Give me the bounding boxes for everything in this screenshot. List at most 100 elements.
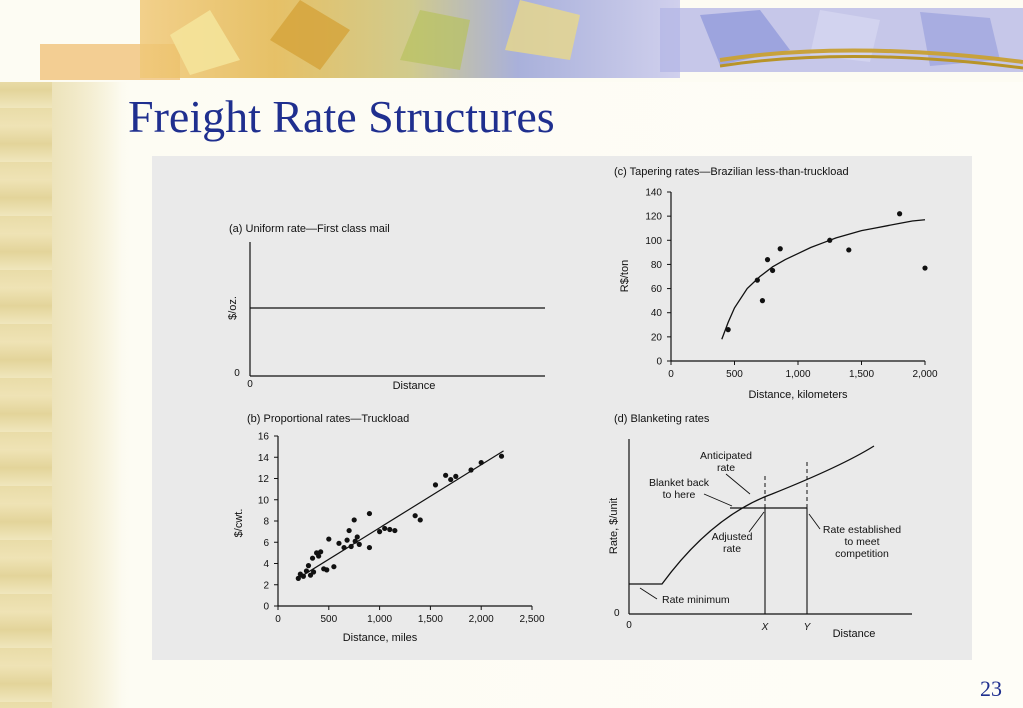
chart-d-arrow-minimum — [639, 587, 658, 600]
figure-panel: (a) Uniform rate—First class mail 0 0 Di… — [152, 156, 972, 660]
chart-d: (d) Blanketing rates 0 0 X Y Distance Ra… — [608, 413, 912, 640]
chart-c-tapering-curve — [721, 219, 926, 340]
chart-c-data-point — [725, 327, 731, 333]
chart-b-data-point — [316, 553, 322, 559]
chart-d-xlabel: Distance — [833, 628, 876, 640]
chart-b-data-point — [354, 534, 360, 540]
chart-c-x-tick-label: 0 — [668, 369, 674, 380]
chart-b-data-point — [300, 573, 306, 579]
chart-b-data-point — [387, 526, 393, 533]
chart-b-y-tick-label: 14 — [258, 453, 270, 464]
chart-d-x-tick-y: Y — [804, 622, 812, 633]
chart-d-annotation-established: Rate established — [823, 524, 901, 536]
chart-d-title: (d) Blanketing rates — [614, 413, 710, 425]
chart-c-x-tick-label: 1,000 — [785, 369, 810, 380]
chart-b-y-tick-label: 0 — [263, 602, 269, 613]
chart-d-arrow-anticipated — [725, 473, 751, 495]
chart-b-y-tick-label: 12 — [258, 474, 270, 485]
chart-b-x-tick-label: 0 — [275, 614, 281, 625]
chart-b-data-point — [331, 564, 337, 570]
chart-a: (a) Uniform rate—First class mail 0 0 Di… — [227, 223, 545, 392]
chart-c-data-point — [764, 257, 771, 263]
chart-a-xlabel: Distance — [393, 380, 436, 392]
chart-d-annotation-minimum: Rate minimum — [662, 594, 730, 606]
chart-b-data-point — [478, 459, 484, 466]
chart-b-data-point — [336, 540, 342, 546]
chart-d-annotation-anticipated: Anticipated — [700, 450, 752, 462]
chart-b-title: (b) Proportional rates—Truckload — [247, 413, 409, 425]
chart-b-data-point — [366, 510, 373, 517]
chart-d-annotation-adjusted: Adjusted — [712, 531, 753, 543]
chart-b-data-point — [344, 537, 350, 543]
chart-b-y-tick-label: 8 — [263, 517, 269, 528]
chart-b-y-tick-label: 4 — [263, 559, 269, 570]
chart-d-annotation-adjusted-2: rate — [723, 543, 741, 555]
chart-c-data-point — [897, 211, 903, 217]
chart-c-y-tick-label: 0 — [656, 357, 662, 368]
chart-b-data-point — [351, 517, 357, 523]
chart-c-data-point — [922, 265, 928, 271]
chart-d-y-tick-0: 0 — [614, 608, 620, 619]
chart-b-y-tick-label: 16 — [258, 432, 270, 443]
chart-b-data-point — [448, 476, 454, 483]
chart-d-arrow-established — [808, 513, 821, 530]
chart-c-y-tick-label: 120 — [645, 212, 662, 223]
header-banner — [0, 0, 1023, 82]
chart-b-y-tick-label: 2 — [263, 580, 269, 591]
chart-d-x-tick-x: X — [761, 622, 769, 633]
chart-b-data-point — [412, 513, 418, 519]
chart-b-x-tick-label: 2,000 — [469, 614, 494, 625]
chart-b-data-point — [443, 472, 449, 478]
chart-d-annotation-anticipated-2: rate — [717, 462, 735, 474]
chart-d-annotation-blanket-2: to here — [663, 489, 696, 501]
chart-d-arrow-adjusted — [748, 511, 765, 533]
chart-c-data-point — [846, 247, 852, 253]
slide-title: Freight Rate Structures — [128, 91, 555, 142]
chart-c-y-tick-label: 20 — [651, 332, 663, 343]
chart-b-data-point — [324, 567, 330, 573]
chart-c-y-tick-label: 100 — [645, 236, 662, 247]
left-decor-strip — [0, 0, 52, 708]
chart-b-data-point — [295, 575, 301, 581]
chart-b-data-point — [309, 555, 316, 561]
chart-d-annotation-established-2: to meet — [844, 536, 879, 548]
chart-d-arrow-blanket — [703, 493, 733, 507]
chart-c-y-tick-label: 140 — [645, 188, 662, 199]
chart-c-data-point — [827, 237, 833, 243]
chart-b-x-tick-label: 500 — [320, 614, 337, 625]
chart-c-y-tick-label: 40 — [651, 308, 663, 319]
chart-c-y-tick-label: 60 — [651, 284, 663, 295]
chart-b-y-tick-label: 6 — [263, 538, 269, 549]
chart-c-x-tick-label: 500 — [726, 369, 743, 380]
chart-a-ylabel: $/oz. — [227, 296, 239, 320]
chart-b-data-point — [303, 568, 310, 574]
chart-c-ylabel: R$/ton — [619, 260, 631, 292]
chart-b-data-point — [382, 525, 388, 532]
chart-b-x-tick-label: 2,500 — [519, 614, 544, 625]
chart-d-ylabel: Rate, $/unit — [608, 498, 620, 554]
chart-b-data-point — [318, 549, 324, 555]
chart-b: (b) Proportional rates—Truckload Distanc… — [233, 413, 545, 644]
chart-c-data-point — [770, 267, 776, 274]
chart-b-data-point — [346, 527, 352, 534]
chart-b-data-point — [356, 541, 362, 547]
chart-b-data-point — [417, 517, 423, 523]
freight-rate-figure: (a) Uniform rate—First class mail 0 0 Di… — [227, 166, 938, 644]
chart-b-data-point — [366, 544, 373, 551]
chart-b-data-point — [432, 482, 439, 488]
chart-c-y-tick-label: 80 — [651, 260, 663, 271]
chart-c-data-point — [759, 298, 766, 304]
chart-b-data-point — [453, 473, 459, 479]
chart-a-x-tick-0: 0 — [247, 379, 253, 390]
chart-b-data-point — [498, 453, 505, 459]
chart-b-data-point — [348, 543, 354, 550]
chart-b-data-point — [341, 544, 347, 551]
chart-d-x-tick-0: 0 — [626, 620, 632, 631]
chart-d-annotation-blanket: Blanket back — [649, 477, 710, 489]
chart-b-data-point — [392, 527, 398, 534]
chart-b-data-point — [310, 569, 317, 575]
chart-d-anticipated-rate-curve — [629, 445, 875, 585]
page-number: 23 — [980, 676, 1002, 701]
chart-c: (c) Tapering rates—Brazilian less-than-t… — [614, 166, 938, 401]
